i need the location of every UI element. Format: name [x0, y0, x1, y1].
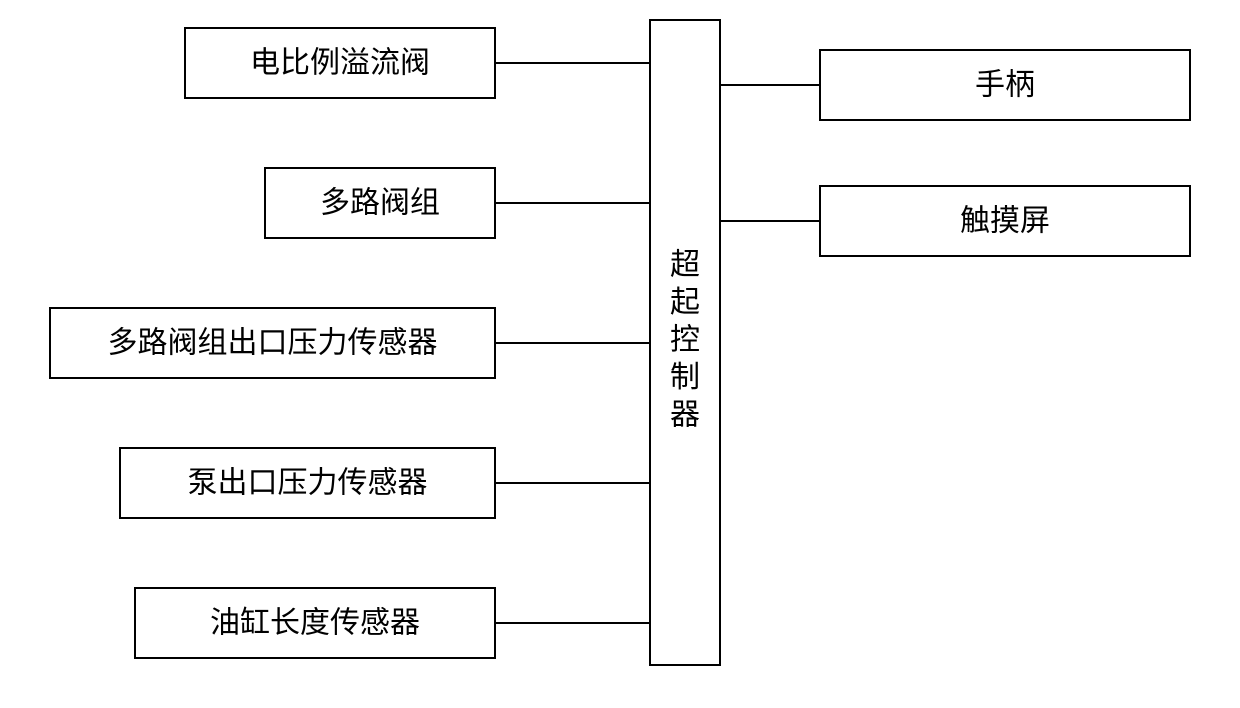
node-l1-label: 电比例溢流阀	[250, 47, 430, 80]
node-r1-label: 手柄	[975, 69, 1035, 102]
node-l3-label: 多路阀组出口压力传感器	[108, 327, 438, 360]
node-l4-label: 泵出口压力传感器	[188, 467, 428, 500]
controller-label: 超起控制器	[670, 248, 700, 431]
node-l5-label: 油缸长度传感器	[210, 607, 420, 640]
node-r2-label: 触摸屏	[960, 205, 1050, 238]
node-l2-label: 多路阀组	[320, 187, 440, 220]
